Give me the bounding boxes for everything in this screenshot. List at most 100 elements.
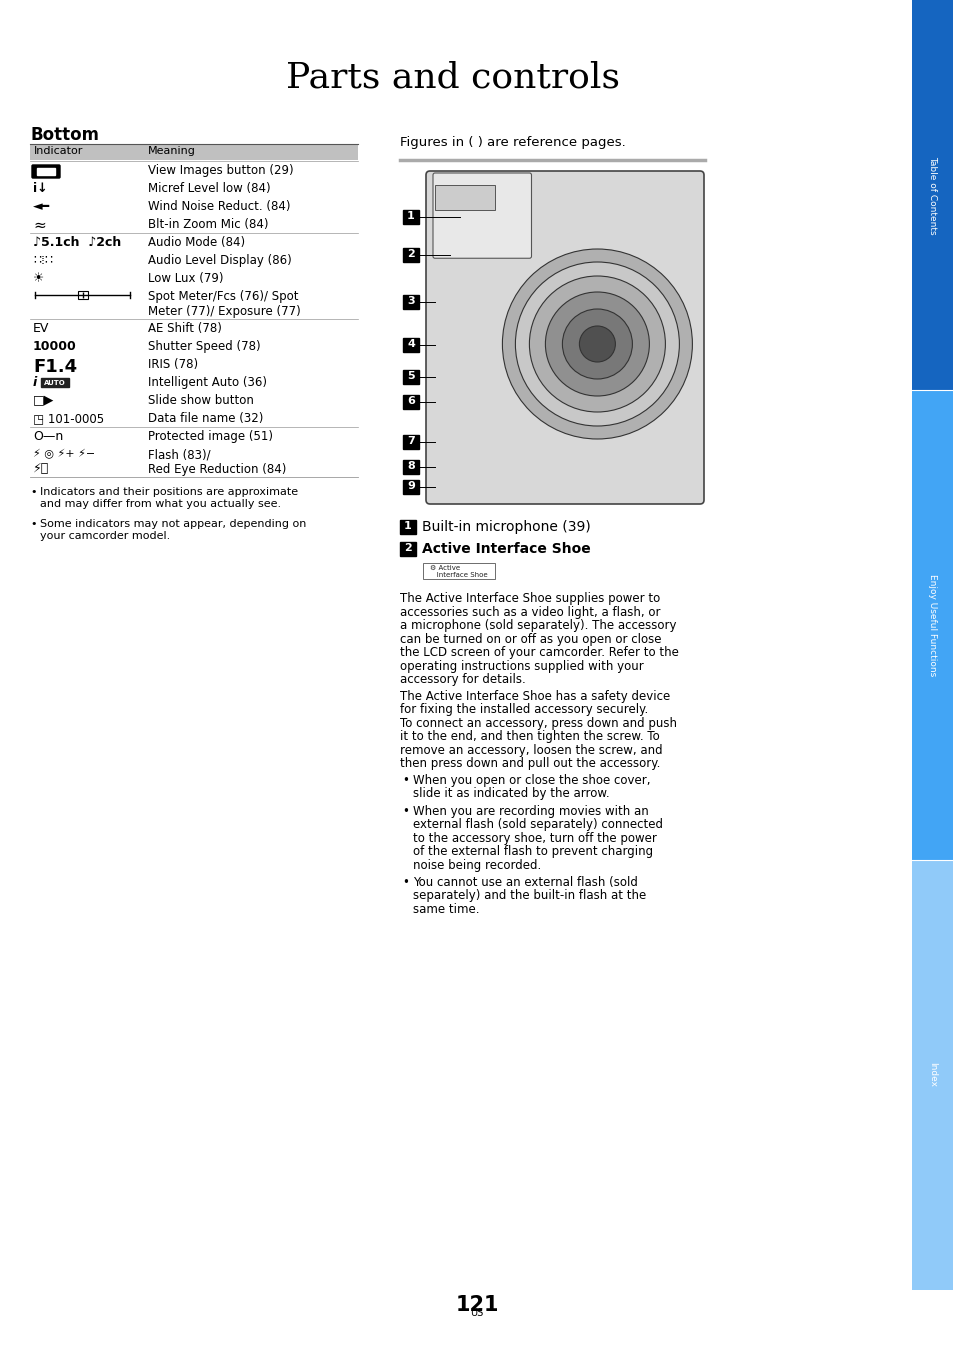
Text: a microphone (sold separately). The accessory: a microphone (sold separately). The acce…	[399, 619, 676, 632]
Text: When you are recording movies with an: When you are recording movies with an	[413, 805, 648, 817]
Text: Protected image (51): Protected image (51)	[148, 430, 273, 442]
Text: 2: 2	[404, 543, 412, 554]
Text: Table of Contents: Table of Contents	[927, 156, 937, 235]
Text: View Images button (29): View Images button (29)	[148, 164, 294, 176]
FancyBboxPatch shape	[37, 168, 55, 175]
Circle shape	[502, 248, 692, 440]
Text: separately) and the built-in flash at the: separately) and the built-in flash at th…	[413, 889, 645, 902]
Text: Built-in microphone (39): Built-in microphone (39)	[421, 520, 590, 535]
Text: ◳ 101-0005: ◳ 101-0005	[33, 413, 104, 425]
Text: Shutter Speed (78): Shutter Speed (78)	[148, 341, 260, 353]
Text: ⚡ ◎ ⚡+ ⚡−: ⚡ ◎ ⚡+ ⚡−	[33, 448, 95, 459]
Text: ♪5.1ch  ♪2ch: ♪5.1ch ♪2ch	[33, 236, 121, 248]
Text: accessories such as a video light, a flash, or: accessories such as a video light, a fla…	[399, 605, 659, 619]
Bar	[77, 290, 88, 299]
Text: ≈: ≈	[33, 218, 46, 233]
Text: Audio Level Display (86): Audio Level Display (86)	[148, 254, 292, 267]
Text: 6: 6	[407, 396, 415, 406]
FancyBboxPatch shape	[399, 541, 416, 556]
Text: Indicators and their positions are approximate
and may differ from what you actu: Indicators and their positions are appro…	[40, 487, 297, 509]
Text: AUTO: AUTO	[44, 380, 66, 385]
Bar	[30, 144, 357, 160]
Text: 10000: 10000	[33, 341, 76, 353]
Bar	[911, 860, 953, 1291]
Text: •: •	[401, 773, 409, 787]
FancyBboxPatch shape	[402, 460, 418, 474]
Text: •: •	[401, 877, 409, 889]
Text: Indicator: Indicator	[34, 147, 83, 156]
Text: Wind Noise Reduct. (84): Wind Noise Reduct. (84)	[148, 199, 291, 213]
Text: Low Lux (79): Low Lux (79)	[148, 271, 223, 285]
Text: the LCD screen of your camcorder. Refer to the: the LCD screen of your camcorder. Refer …	[399, 646, 679, 660]
Text: slide it as indicated by the arrow.: slide it as indicated by the arrow.	[413, 787, 609, 801]
Text: then press down and pull out the accessory.: then press down and pull out the accesso…	[399, 757, 659, 769]
Text: When you open or close the shoe cover,: When you open or close the shoe cover,	[413, 773, 650, 787]
Text: 4: 4	[407, 339, 415, 349]
Text: operating instructions supplied with your: operating instructions supplied with you…	[399, 660, 643, 673]
Text: can be turned on or off as you open or close: can be turned on or off as you open or c…	[399, 632, 660, 646]
Text: F1.4: F1.4	[33, 358, 77, 376]
Text: i: i	[33, 376, 37, 389]
FancyBboxPatch shape	[402, 436, 418, 449]
Text: Some indicators may not appear, depending on
your camcorder model.: Some indicators may not appear, dependin…	[40, 518, 306, 540]
Text: Bottom: Bottom	[30, 126, 99, 144]
Text: □▶: □▶	[33, 394, 54, 407]
FancyBboxPatch shape	[402, 338, 418, 351]
FancyBboxPatch shape	[399, 520, 416, 535]
Text: ☀: ☀	[33, 271, 44, 285]
Text: Interface Shoe: Interface Shoe	[430, 573, 487, 578]
Text: The Active Interface Shoe supplies power to: The Active Interface Shoe supplies power…	[399, 592, 659, 605]
Text: Intelligent Auto (36): Intelligent Auto (36)	[148, 376, 267, 389]
FancyBboxPatch shape	[402, 395, 418, 408]
Text: •: •	[401, 805, 409, 817]
Text: external flash (sold separately) connected: external flash (sold separately) connect…	[413, 818, 662, 830]
Text: Blt-in Zoom Mic (84): Blt-in Zoom Mic (84)	[148, 218, 268, 231]
Text: Data file name (32): Data file name (32)	[148, 413, 263, 425]
Text: Flash (83)/
Red Eye Reduction (84): Flash (83)/ Red Eye Reduction (84)	[148, 448, 286, 476]
Text: Active Interface Shoe: Active Interface Shoe	[421, 541, 590, 556]
Text: 5: 5	[407, 370, 415, 381]
Text: it to the end, and then tighten the screw. To: it to the end, and then tighten the scre…	[399, 730, 659, 744]
Text: AE Shift (78): AE Shift (78)	[148, 322, 222, 335]
Text: O—n: O—n	[33, 430, 63, 442]
FancyBboxPatch shape	[32, 166, 60, 178]
Text: To connect an accessory, press down and push: To connect an accessory, press down and …	[399, 716, 677, 730]
Text: You cannot use an external flash (sold: You cannot use an external flash (sold	[413, 877, 638, 889]
Text: Figures in ( ) are reference pages.: Figures in ( ) are reference pages.	[399, 136, 625, 149]
FancyBboxPatch shape	[433, 172, 531, 258]
FancyBboxPatch shape	[41, 379, 69, 387]
Text: accessory for details.: accessory for details.	[399, 673, 525, 687]
Text: Parts and controls: Parts and controls	[286, 60, 619, 94]
Bar	[911, 389, 953, 860]
Text: The Active Interface Shoe has a safety device: The Active Interface Shoe has a safety d…	[399, 689, 670, 703]
Text: to the accessory shoe, turn off the power: to the accessory shoe, turn off the powe…	[413, 832, 657, 844]
Bar	[435, 185, 495, 210]
Text: 2: 2	[407, 248, 415, 259]
Circle shape	[529, 275, 664, 413]
Circle shape	[562, 309, 632, 379]
Text: Micref Level low (84): Micref Level low (84)	[148, 182, 271, 195]
Text: 8: 8	[407, 461, 415, 471]
Text: ◄━: ◄━	[33, 199, 51, 213]
Text: Meaning: Meaning	[148, 147, 195, 156]
FancyBboxPatch shape	[402, 248, 418, 262]
Text: 121: 121	[455, 1295, 498, 1315]
Text: US: US	[470, 1308, 483, 1318]
Text: remove an accessory, loosen the screw, and: remove an accessory, loosen the screw, a…	[399, 744, 662, 756]
Text: EV: EV	[33, 322, 50, 335]
Text: Audio Mode (84): Audio Mode (84)	[148, 236, 245, 248]
Text: 1: 1	[404, 521, 412, 531]
Text: Slide show button: Slide show button	[148, 394, 253, 407]
Text: ∷⁞∷: ∷⁞∷	[33, 254, 53, 267]
Text: Spot Meter/Fcs (76)/ Spot
Meter (77)/ Exposure (77): Spot Meter/Fcs (76)/ Spot Meter (77)/ Ex…	[148, 290, 300, 318]
Bar	[911, 0, 953, 389]
FancyBboxPatch shape	[402, 210, 418, 224]
FancyBboxPatch shape	[402, 294, 418, 309]
Text: same time.: same time.	[413, 902, 479, 916]
Text: ⚡⃝: ⚡⃝	[33, 461, 50, 475]
Text: noise being recorded.: noise being recorded.	[413, 859, 540, 871]
Circle shape	[545, 292, 649, 396]
FancyBboxPatch shape	[426, 171, 703, 503]
Text: 1: 1	[407, 210, 415, 221]
Text: •: •	[30, 487, 36, 497]
